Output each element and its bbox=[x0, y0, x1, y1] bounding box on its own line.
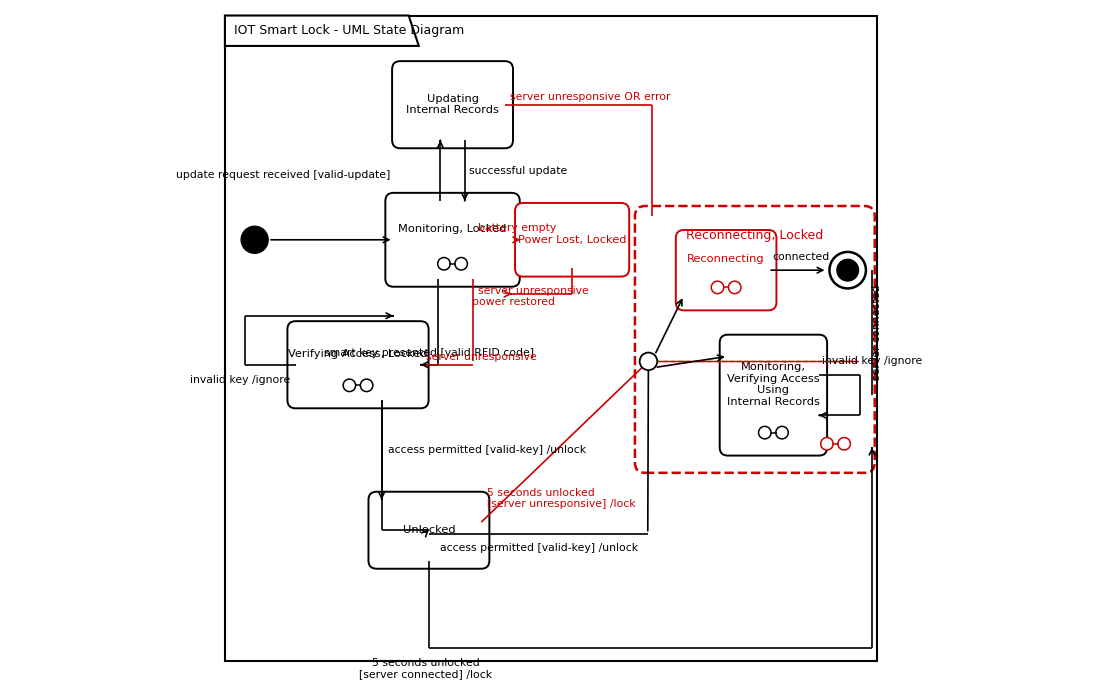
Text: server connected: server connected bbox=[872, 285, 882, 380]
Text: successful update: successful update bbox=[469, 165, 568, 176]
Circle shape bbox=[829, 252, 865, 289]
Text: server unresponsive OR error: server unresponsive OR error bbox=[510, 91, 671, 101]
Circle shape bbox=[837, 259, 859, 281]
Text: Monitoring,
Verifying Access
Using
Internal Records: Monitoring, Verifying Access Using Inter… bbox=[727, 362, 820, 407]
Circle shape bbox=[241, 226, 269, 253]
Text: battery empty: battery empty bbox=[478, 223, 556, 233]
Text: Power Lost, Locked: Power Lost, Locked bbox=[517, 235, 626, 244]
Circle shape bbox=[360, 379, 373, 392]
Circle shape bbox=[711, 281, 723, 294]
Polygon shape bbox=[225, 16, 418, 46]
FancyBboxPatch shape bbox=[225, 16, 877, 661]
FancyBboxPatch shape bbox=[385, 193, 520, 287]
Text: access permitted [valid-key] /unlock: access permitted [valid-key] /unlock bbox=[389, 445, 587, 455]
Text: 5 seconds unlocked
[server unresponsive] /lock: 5 seconds unlocked [server unresponsive]… bbox=[487, 488, 635, 509]
Circle shape bbox=[729, 281, 741, 294]
Text: 5 seconds unlocked
[server connected] /lock: 5 seconds unlocked [server connected] /l… bbox=[359, 658, 492, 680]
Text: Updating
Internal Records: Updating Internal Records bbox=[406, 94, 499, 116]
FancyBboxPatch shape bbox=[392, 61, 513, 148]
Text: Verifying Access, Locked: Verifying Access, Locked bbox=[288, 349, 428, 359]
FancyBboxPatch shape bbox=[369, 492, 489, 569]
Text: update request received [valid-update]: update request received [valid-update] bbox=[176, 170, 390, 180]
Circle shape bbox=[640, 353, 657, 370]
Text: access permitted [valid-key] /unlock: access permitted [valid-key] /unlock bbox=[439, 543, 637, 554]
FancyBboxPatch shape bbox=[635, 206, 874, 473]
Text: IOT Smart Lock - UML State Diagram: IOT Smart Lock - UML State Diagram bbox=[235, 24, 465, 37]
Circle shape bbox=[759, 426, 771, 439]
Circle shape bbox=[838, 437, 850, 450]
FancyBboxPatch shape bbox=[515, 203, 629, 276]
Text: power restored: power restored bbox=[472, 298, 555, 307]
Circle shape bbox=[455, 257, 468, 270]
FancyBboxPatch shape bbox=[720, 334, 827, 456]
Text: Reconnecting, Locked: Reconnecting, Locked bbox=[686, 229, 824, 242]
Text: Unlocked: Unlocked bbox=[403, 525, 455, 535]
Text: smart key presented [valid RFID code]: smart key presented [valid RFID code] bbox=[324, 347, 534, 358]
Circle shape bbox=[344, 379, 356, 392]
Text: server unresponsive: server unresponsive bbox=[426, 351, 536, 362]
Circle shape bbox=[776, 426, 788, 439]
FancyBboxPatch shape bbox=[676, 230, 776, 311]
FancyBboxPatch shape bbox=[287, 321, 428, 409]
Text: Reconnecting: Reconnecting bbox=[687, 255, 765, 264]
Text: server unresponsive: server unresponsive bbox=[478, 286, 589, 296]
Text: invalid key /ignore: invalid key /ignore bbox=[189, 375, 291, 385]
Text: connected: connected bbox=[772, 252, 829, 262]
Circle shape bbox=[438, 257, 450, 270]
Text: Monitoring, Locked: Monitoring, Locked bbox=[399, 224, 506, 234]
Text: invalid key /ignore: invalid key /ignore bbox=[822, 356, 923, 366]
Circle shape bbox=[820, 437, 833, 450]
